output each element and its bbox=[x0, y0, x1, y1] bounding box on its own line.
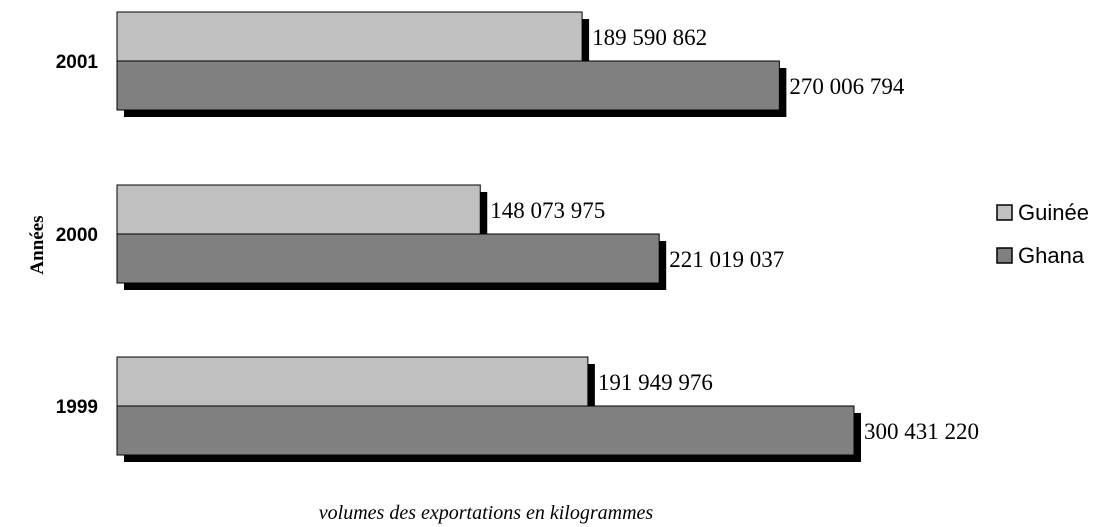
bar-ghana-1999 bbox=[116, 405, 855, 456]
labels-group: 2001 189 590 862 270 006 794 2000 148 073 97… bbox=[56, 25, 979, 444]
y-axis-title: Années bbox=[27, 215, 48, 274]
bar-guinee-2000 bbox=[116, 184, 481, 235]
legend-label-ghana: Ghana bbox=[1018, 243, 1085, 268]
bar-ghana-2000 bbox=[116, 233, 660, 284]
legend-swatch-guinee bbox=[996, 204, 1013, 221]
bar-guinee-1999 bbox=[116, 356, 589, 407]
legend: Guinée Ghana bbox=[996, 200, 1089, 268]
legend-label-guinee: Guinée bbox=[1018, 200, 1089, 225]
bars-group bbox=[116, 11, 861, 462]
data-label-ghana-2000: 221 019 037 bbox=[669, 247, 784, 272]
data-label-guinee-2001: 189 590 862 bbox=[592, 25, 707, 50]
x-axis-title: volumes des exportations en kilogrammes bbox=[319, 502, 654, 524]
data-label-ghana-1999: 300 431 220 bbox=[864, 419, 979, 444]
legend-swatch-ghana bbox=[996, 247, 1013, 264]
category-label-2001: 2001 bbox=[56, 52, 99, 73]
data-label-ghana-2001: 270 006 794 bbox=[789, 74, 905, 99]
category-label-2000: 2000 bbox=[56, 225, 98, 246]
bar-ghana-2001 bbox=[116, 60, 780, 111]
bar-guinee-2001 bbox=[116, 11, 583, 62]
category-label-1999: 1999 bbox=[56, 397, 98, 418]
data-label-guinee-2000: 148 073 975 bbox=[490, 198, 605, 223]
data-label-guinee-1999: 191 949 976 bbox=[598, 370, 713, 395]
